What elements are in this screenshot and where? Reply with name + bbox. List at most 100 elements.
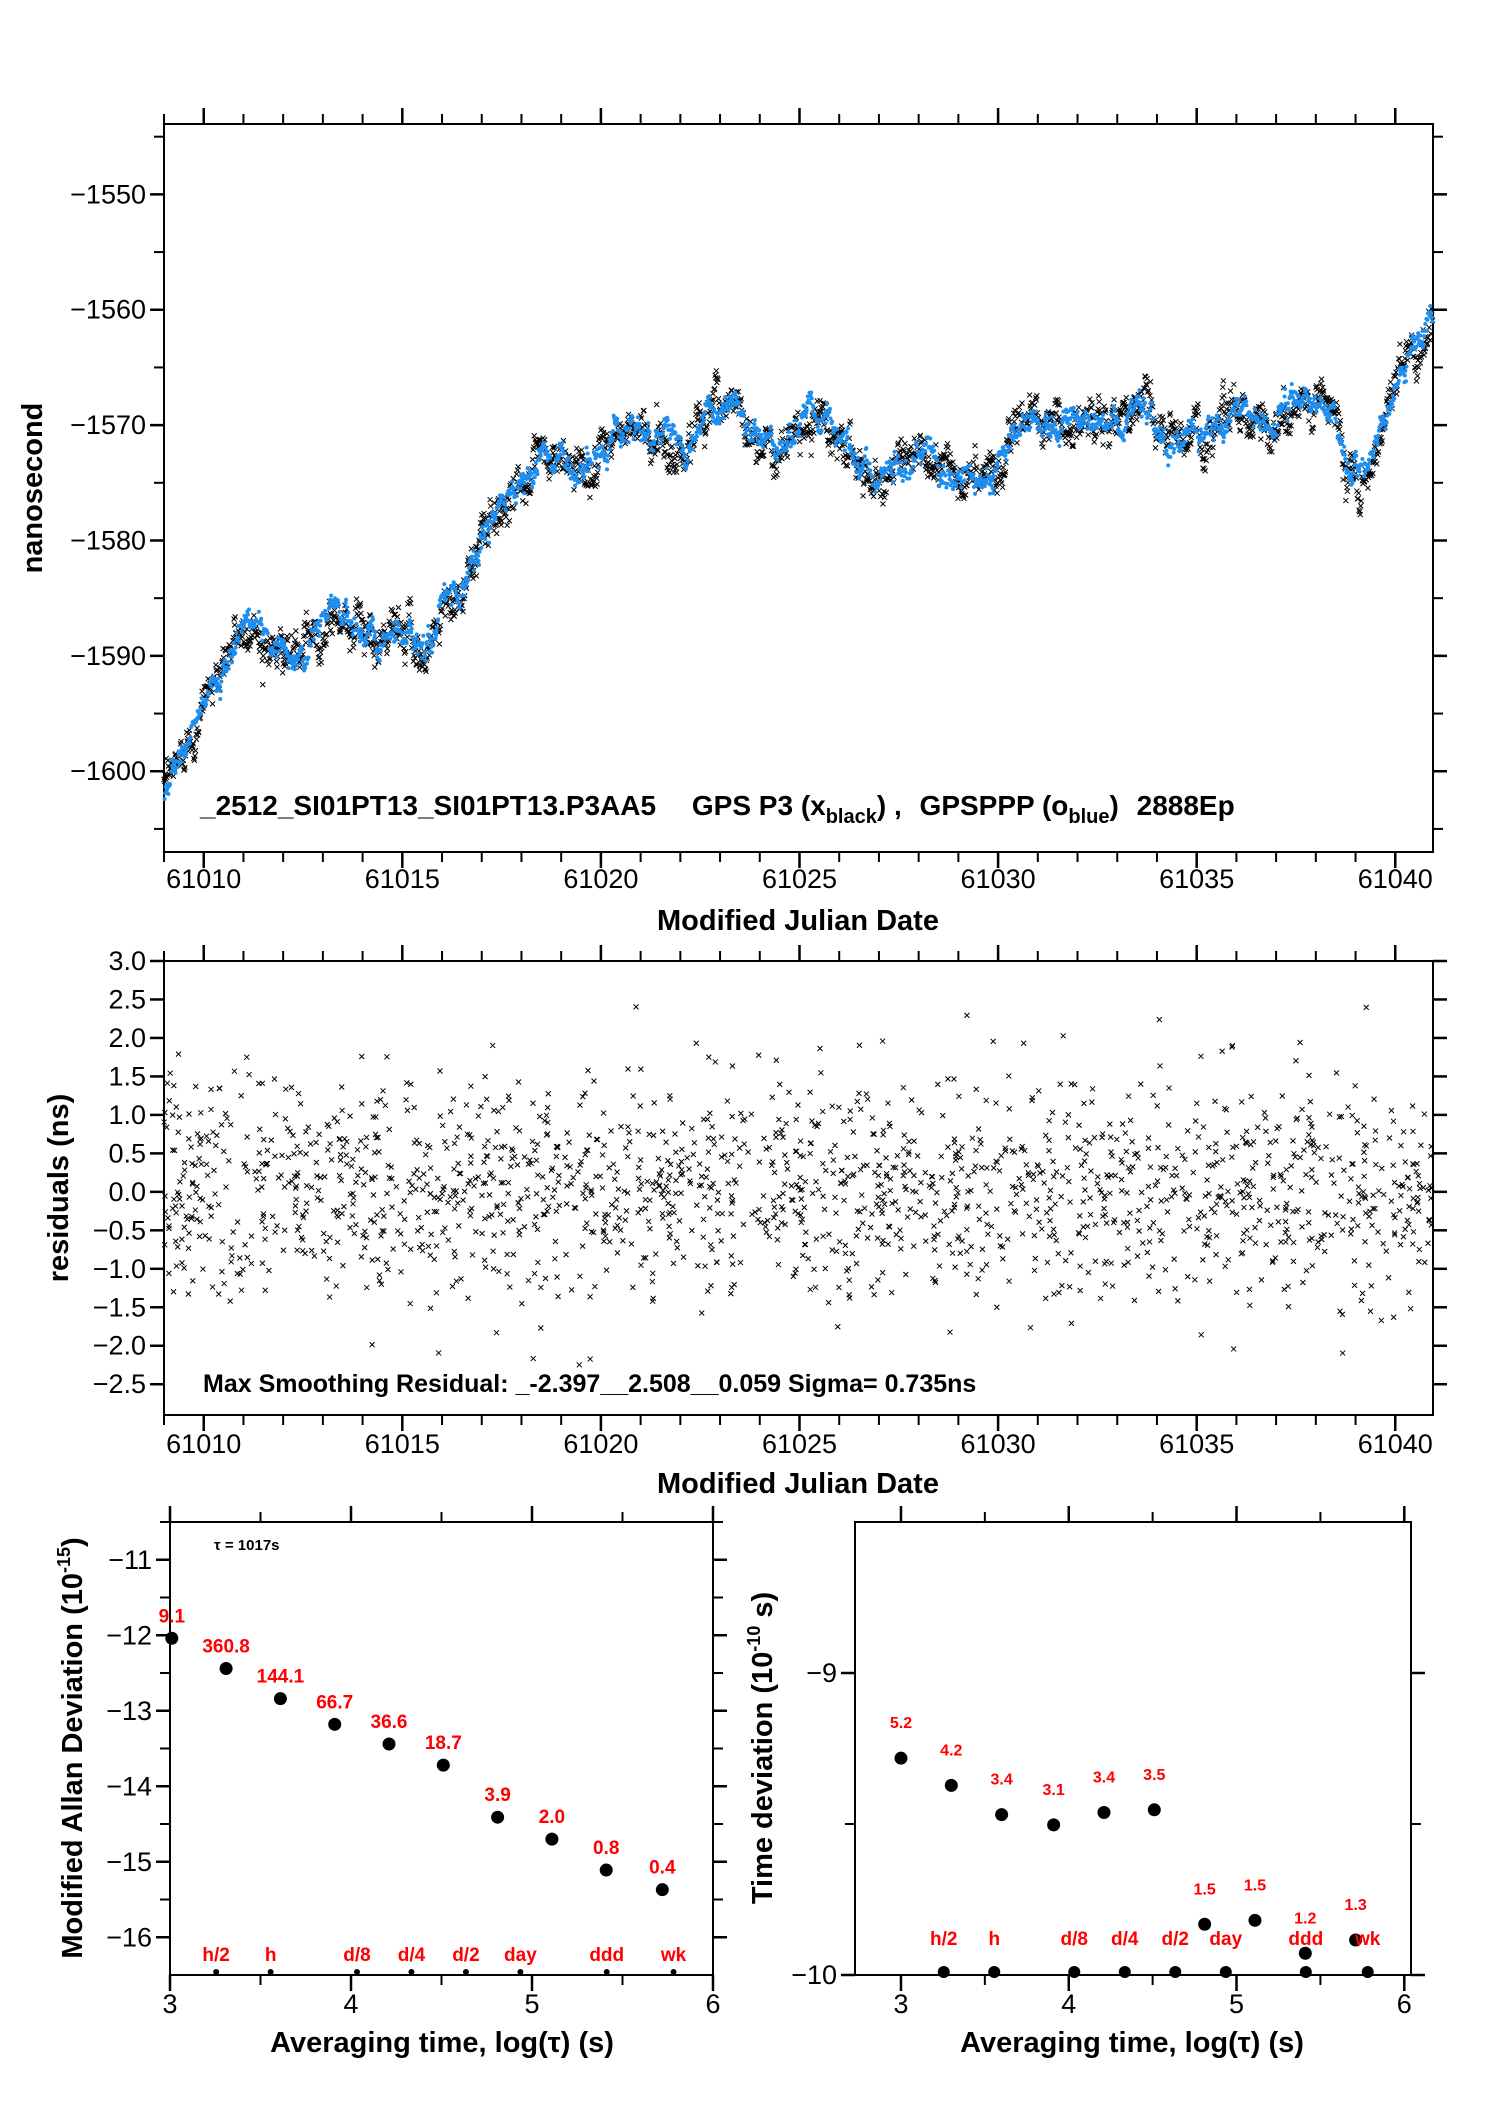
residual-x-point — [1263, 1241, 1270, 1248]
blue-o-point — [1429, 311, 1434, 316]
blue-o-point — [1348, 474, 1353, 479]
blue-o-point — [1402, 373, 1407, 378]
black-x-point — [232, 613, 239, 620]
blue-o-point — [605, 467, 610, 472]
black-x-point — [872, 457, 879, 464]
residual-x-point — [175, 1129, 182, 1136]
black-x-point — [988, 468, 994, 475]
residual-x-point — [472, 1175, 479, 1182]
residual-x-point — [1278, 1239, 1284, 1245]
black-x-point — [1031, 402, 1038, 408]
black-x-point — [701, 443, 708, 450]
black-x-point — [361, 651, 368, 658]
black-x-point — [209, 700, 216, 707]
blue-o-point — [878, 479, 883, 484]
black-x-point — [1355, 490, 1362, 497]
blue-o-point — [409, 630, 414, 635]
blue-o-point — [1270, 435, 1275, 440]
blue-o-point — [1094, 425, 1099, 430]
residual-x-point — [1233, 1143, 1240, 1150]
blue-o-point — [1100, 417, 1105, 422]
blue-o-point — [991, 491, 996, 496]
blue-o-point — [843, 440, 848, 445]
black-x-point — [1373, 461, 1380, 467]
blue-o-point — [538, 453, 543, 458]
residual-x-point — [533, 1157, 540, 1164]
blue-o-point — [774, 446, 779, 451]
blue-o-point — [678, 436, 683, 441]
residual-x-point — [649, 1278, 656, 1285]
residual-x-point — [482, 1073, 489, 1080]
blue-o-point — [710, 415, 715, 420]
blue-o-point — [1209, 431, 1214, 436]
black-x-point — [816, 408, 823, 415]
blue-o-point — [1403, 379, 1408, 384]
blue-o-point — [235, 635, 240, 640]
blue-o-point — [842, 448, 847, 453]
black-x-point — [519, 497, 526, 504]
blue-o-point — [945, 481, 950, 486]
blue-o-point — [680, 443, 685, 448]
blue-o-point — [973, 491, 978, 496]
black-x-point — [1339, 461, 1346, 467]
blue-o-point — [1018, 432, 1023, 437]
black-x-point — [1101, 403, 1108, 410]
black-x-point — [1144, 389, 1151, 395]
black-x-point — [1041, 436, 1047, 443]
residual-x-point — [1169, 1172, 1175, 1179]
black-x-point — [902, 440, 908, 447]
blue-o-point — [471, 548, 476, 553]
residual-x-point — [1033, 1206, 1040, 1213]
blue-o-point — [535, 472, 540, 477]
black-x-point — [1292, 410, 1298, 417]
blue-o-point — [350, 632, 355, 637]
black-x-point — [1282, 428, 1289, 435]
residual-x-point — [993, 1100, 999, 1106]
residual-x-point — [1361, 1157, 1368, 1164]
black-x-point — [880, 501, 886, 507]
black-x-point — [436, 641, 443, 647]
black-x-point — [970, 459, 977, 466]
blue-o-point — [1003, 453, 1008, 458]
residual-x-point — [914, 1153, 921, 1159]
blue-o-point — [1312, 394, 1317, 399]
black-x-point — [247, 643, 253, 649]
residual-x-point — [798, 1219, 805, 1226]
blue-o-point — [212, 678, 217, 683]
black-x-point — [911, 435, 918, 442]
residual-x-point — [534, 1141, 541, 1148]
blue-o-point — [447, 590, 452, 595]
residual-x-point — [973, 1291, 980, 1298]
blue-o-point — [326, 614, 331, 619]
blue-o-point — [1144, 421, 1149, 426]
residual-x-point — [935, 1231, 941, 1238]
black-x-point — [1188, 434, 1195, 441]
blue-o-point — [245, 612, 250, 617]
blue-o-point — [923, 441, 928, 446]
residual-x-point — [1044, 1259, 1051, 1266]
residual-x-point — [455, 1160, 462, 1167]
black-x-point — [994, 490, 1000, 497]
blue-o-point — [1221, 435, 1226, 440]
blue-o-point — [1357, 466, 1362, 471]
black-x-point — [1121, 399, 1127, 406]
black-x-point — [1181, 451, 1188, 458]
black-x-point — [246, 638, 253, 644]
blue-o-point — [1055, 438, 1060, 443]
residual-x-point — [1181, 1228, 1187, 1234]
blue-o-point — [797, 434, 802, 439]
black-x-point — [1100, 441, 1106, 448]
blue-o-point — [1039, 429, 1044, 434]
blue-o-point — [234, 630, 239, 635]
x-tick-label: 61010 — [166, 864, 241, 894]
residual-x-point — [437, 1068, 443, 1074]
residual-x-point — [480, 1180, 487, 1187]
blue-o-point — [1375, 442, 1380, 447]
black-x-point — [1068, 427, 1074, 434]
black-x-point — [480, 515, 487, 522]
blue-o-point — [1301, 400, 1306, 405]
residual-x-point — [999, 1256, 1006, 1262]
black-x-point — [288, 632, 295, 639]
black-x-point — [856, 447, 863, 454]
blue-o-point — [357, 639, 362, 644]
